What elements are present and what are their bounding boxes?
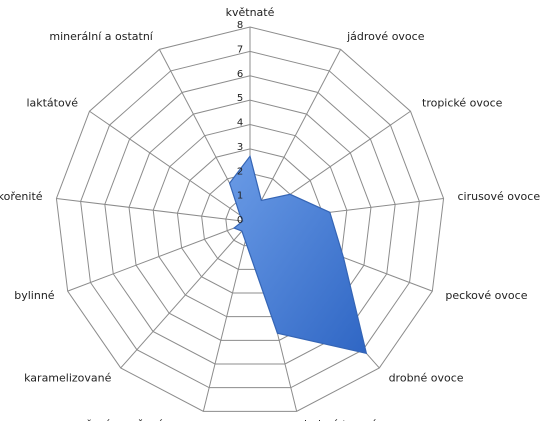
category-label: bylinné [14,289,55,302]
y-tick-label: 0 [237,215,243,226]
grid-ring [55,26,445,412]
spoke [56,197,251,223]
y-tick-label: 2 [237,166,243,177]
y-tick-label: 3 [237,142,243,153]
spoke [249,49,342,223]
y-tick-label: 7 [237,44,243,55]
spoke [89,110,251,223]
grid-ring [152,123,348,318]
grid-ring [128,99,372,341]
category-label: jádrové ovoce [346,30,425,43]
category-label: tropické ovoce [422,96,503,109]
y-tick-label: 1 [237,191,243,202]
category-label: minerální a ostatní [49,30,153,43]
category-label: vařené a sušené ovoce [73,418,200,421]
grid-ring [104,75,396,365]
category-label: peckové ovoce [445,289,527,302]
spoke [67,221,251,292]
spoke [202,221,251,412]
y-tick-label: 5 [237,93,243,104]
category-label: karamelizované [24,371,112,384]
category-label: kořenité [0,190,43,203]
category-label: květnaté [226,6,275,19]
category-label: drobné tmavé ovoce [300,418,414,421]
grid-ring [176,148,324,294]
category-label: laktátové [26,96,78,109]
y-tick-label: 8 [237,20,243,31]
y-tick-label: 6 [237,69,243,80]
spoke [120,221,251,369]
area [228,154,368,355]
grid-ring [80,50,420,389]
y-tick-label: 4 [237,118,243,129]
category-label: cirusové ovoce [457,190,540,203]
category-label: drobné ovoce [389,371,464,384]
